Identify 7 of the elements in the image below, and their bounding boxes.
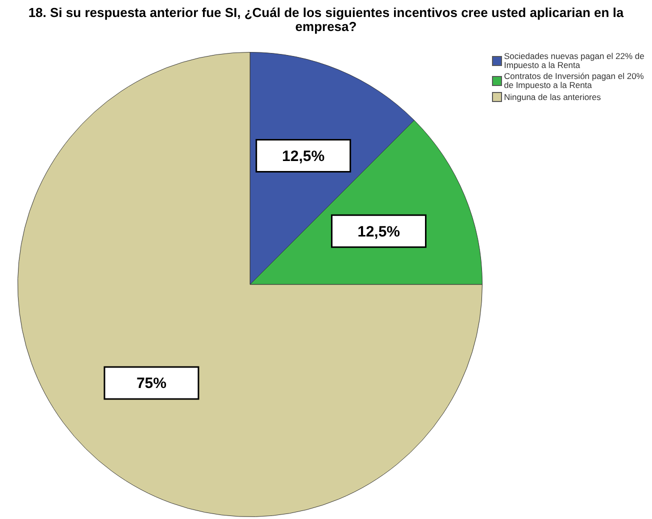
- legend-label: Ninguna de las anteriores: [504, 92, 601, 102]
- data-label: 12,5%: [282, 148, 325, 165]
- chart-title: 18. Si su respuesta anterior fue SI, ¿Cuál de los siguientes incentivos cree usted aplicarian en la empresa?: [27, 5, 625, 34]
- legend-label: Contratos de Inversión pagan el 20% de Impuesto a la Renta: [504, 71, 645, 90]
- legend-label: Sociedades nuevas pagan el 22% de Impuesto a la Renta: [504, 51, 646, 70]
- data-label: 12,5%: [357, 223, 400, 240]
- data-label: 75%: [136, 375, 166, 392]
